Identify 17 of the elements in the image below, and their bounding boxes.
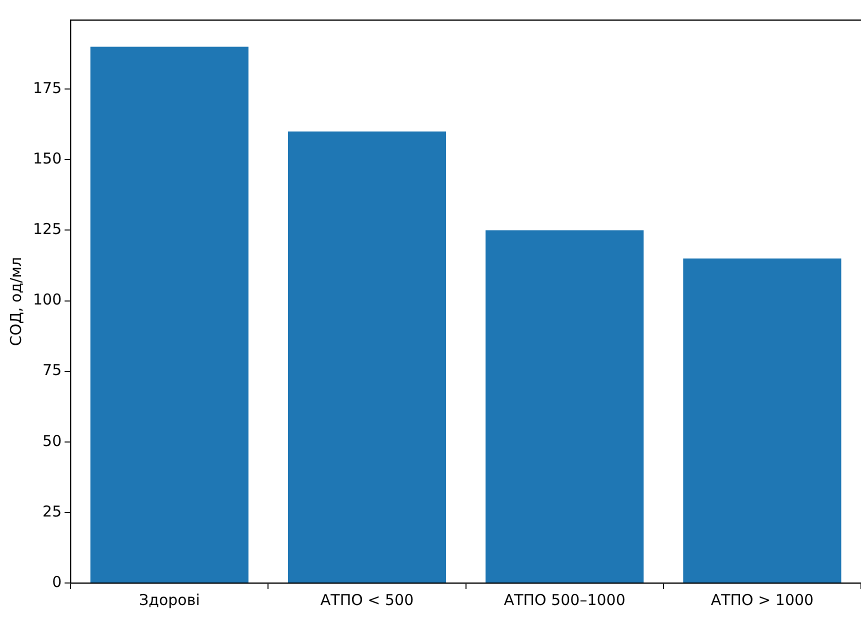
y-tick-label: 125 [32, 220, 62, 238]
bar [90, 46, 248, 582]
y-tick-label: 0 [52, 572, 62, 591]
x-tick-label: АТПО < 500 [320, 590, 414, 609]
y-tick-label: 75 [42, 361, 62, 380]
bar [486, 230, 644, 582]
y-tick-label: 25 [42, 502, 62, 520]
x-tick-label: АТПО > 1000 [710, 590, 814, 609]
bar [683, 258, 842, 582]
x-tick-label: Здорові [138, 590, 200, 609]
y-tick-label: 150 [32, 150, 62, 168]
y-tick-label: 50 [42, 432, 62, 450]
y-tick-label: 100 [32, 290, 62, 309]
x-tick-label: АТПО 500–1000 [504, 590, 626, 609]
y-tick-label: 175 [32, 79, 62, 98]
y-axis-title: СОД, од/мл [6, 256, 25, 346]
bar [288, 131, 446, 582]
